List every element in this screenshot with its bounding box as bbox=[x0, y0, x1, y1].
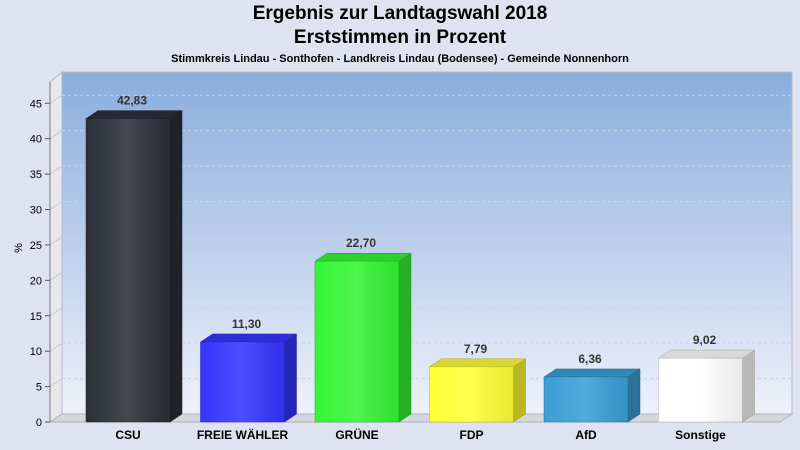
y-tick-label: 45 bbox=[30, 98, 42, 110]
y-tick-label: 10 bbox=[30, 346, 42, 358]
bar-afd bbox=[543, 368, 641, 423]
y-tick-label: 40 bbox=[30, 134, 42, 146]
bar-shine bbox=[429, 366, 514, 422]
bar-shine bbox=[658, 358, 743, 422]
grid-line-side bbox=[49, 342, 63, 352]
x-tick-label: GRÜNE bbox=[335, 427, 378, 442]
plot-side-wall bbox=[49, 70, 63, 423]
chart-caption: Stimmkreis Lindau - Sonthofen - Landkrei… bbox=[171, 53, 629, 65]
value-label: 7,79 bbox=[464, 342, 488, 356]
x-tick-label: FREIE WÄHLER bbox=[197, 427, 289, 442]
value-label: 22,70 bbox=[346, 236, 376, 250]
chart-subtitle: Erststimmen in Prozent bbox=[293, 27, 507, 48]
bar-grüne bbox=[314, 252, 412, 423]
grid-line-side bbox=[49, 94, 63, 104]
bar-csu bbox=[85, 110, 183, 423]
bar-shine bbox=[200, 341, 285, 422]
y-tick-label: 0 bbox=[36, 417, 42, 429]
bar-side bbox=[513, 358, 526, 423]
bar-sonstige bbox=[657, 349, 756, 423]
y-tick-label: 5 bbox=[36, 382, 42, 394]
bar-top bbox=[199, 333, 298, 343]
x-tick-label: FDP bbox=[460, 428, 484, 442]
value-label: 6,36 bbox=[578, 352, 602, 366]
bar-top bbox=[314, 252, 412, 262]
bar-top bbox=[657, 349, 756, 359]
grid-line-side bbox=[49, 201, 63, 210]
bar-shine bbox=[544, 376, 628, 422]
grid-line-side bbox=[49, 378, 63, 387]
x-tick-label: CSU bbox=[115, 428, 140, 442]
y-tick-label: 15 bbox=[30, 311, 42, 323]
bar-top bbox=[428, 358, 527, 368]
value-label: 9,02 bbox=[693, 333, 717, 347]
grid-line-side bbox=[49, 307, 63, 317]
bar-side bbox=[627, 368, 641, 423]
grid-line-side bbox=[49, 271, 63, 281]
value-label: 11,30 bbox=[232, 317, 262, 331]
x-tick-label: AfD bbox=[575, 428, 597, 442]
bar-side bbox=[169, 110, 183, 423]
bar-top bbox=[85, 110, 183, 119]
chart-title: Ergebnis zur Landtagswahl 2018 bbox=[252, 3, 548, 24]
grid-line-side bbox=[49, 236, 63, 246]
bar-side bbox=[398, 252, 412, 423]
y-tick-label: 25 bbox=[30, 240, 42, 252]
y-axis-label: % bbox=[13, 243, 25, 253]
bar-side bbox=[284, 333, 297, 423]
bar-shine bbox=[86, 118, 170, 422]
y-tick-label: 35 bbox=[30, 169, 42, 181]
grid-line-side bbox=[49, 165, 63, 175]
value-label: 42,83 bbox=[117, 94, 147, 108]
bar-top bbox=[543, 368, 641, 378]
x-tick-label: Sonstige bbox=[675, 428, 726, 442]
bar-shine bbox=[315, 261, 399, 422]
bar-side bbox=[742, 349, 755, 423]
y-tick-label: 30 bbox=[30, 205, 42, 217]
y-tick-label: 20 bbox=[30, 275, 42, 287]
grid-line-side bbox=[49, 130, 63, 140]
bar-freie-wähler bbox=[199, 333, 298, 423]
bar-fdp bbox=[428, 358, 527, 423]
